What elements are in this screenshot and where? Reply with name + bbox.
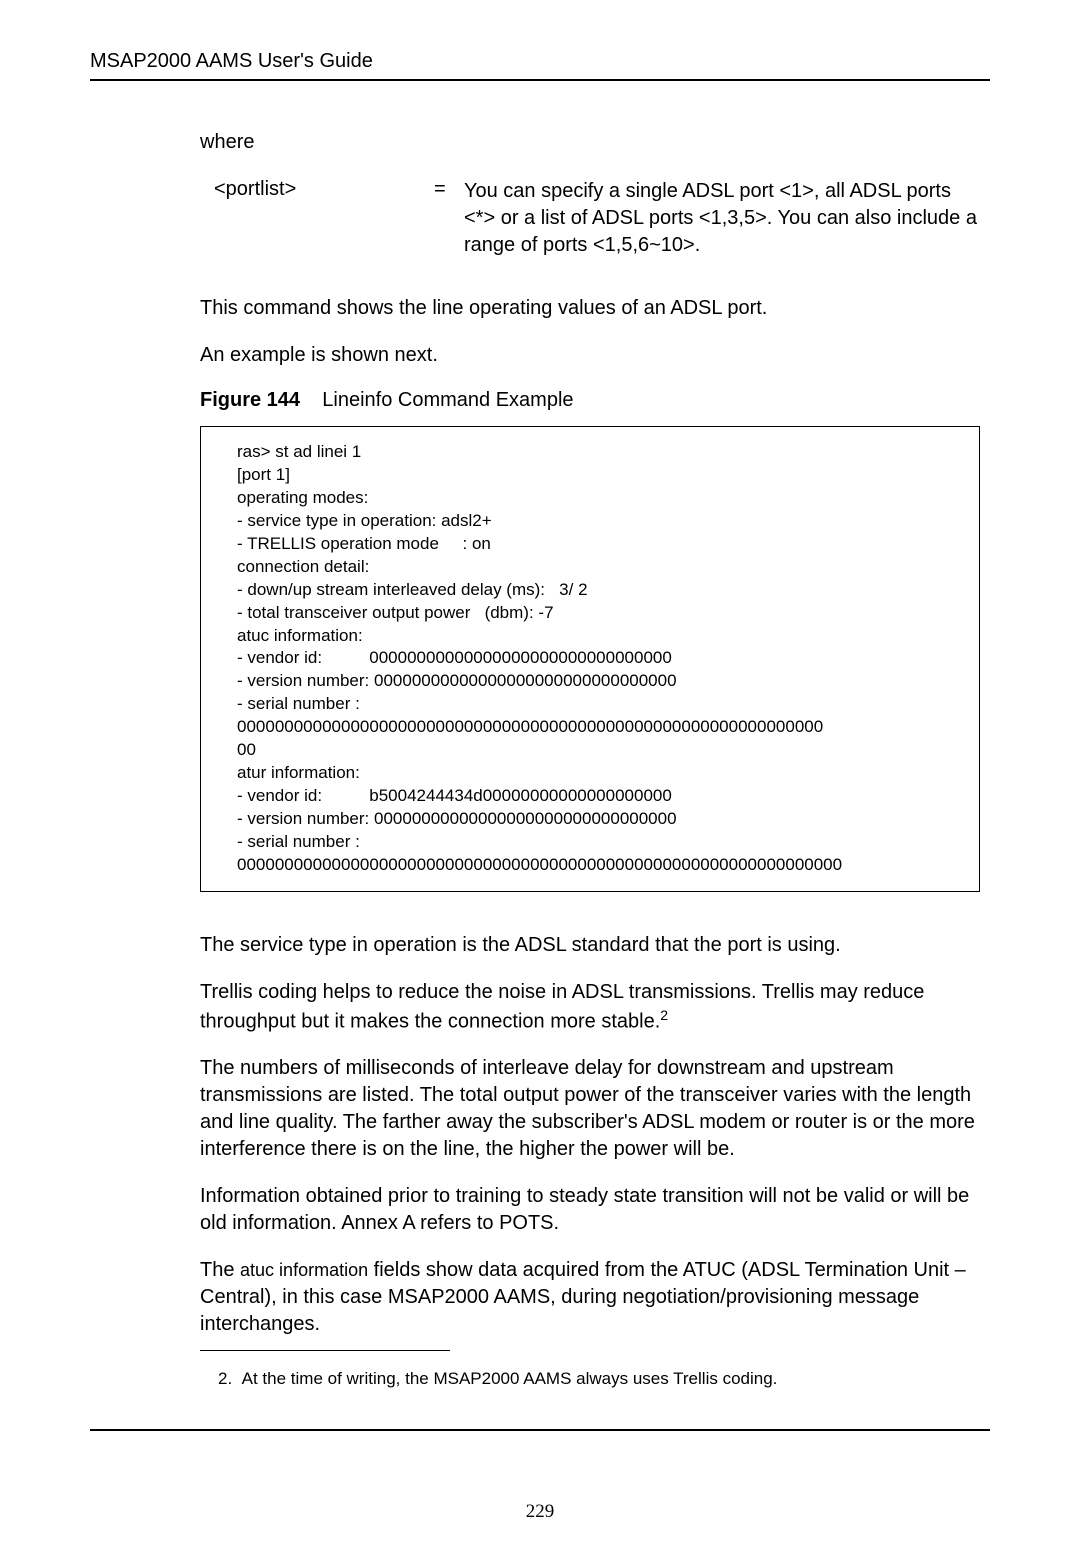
code-line: - version number: 0000000000000000000000… [237,808,955,831]
footnote-text: At the time of writing, the MSAP2000 AAM… [242,1369,778,1388]
code-line: atuc information: [237,625,955,648]
code-line: - TRELLIS operation mode : on [237,533,955,556]
code-line: - version number: 0000000000000000000000… [237,670,955,693]
code-line: - serial number : [237,831,955,854]
code-line: [port 1] [237,464,955,487]
figure-label: Figure 144 [200,389,300,411]
paragraph: The atuc information fields show data ac… [200,1257,980,1338]
code-line: - total transceiver output power (dbm): … [237,602,955,625]
inline-code: atuc information [240,1260,368,1280]
paragraph: Information obtained prior to training t… [200,1183,980,1237]
paragraph: Trellis coding helps to reduce the noise… [200,979,980,1036]
param-description: You can specify a single ADSL port <1>, … [464,178,980,259]
footnote-ref: 2 [660,1007,668,1023]
code-line: - service type in operation: adsl2+ [237,510,955,533]
figure-caption: Figure 144 Lineinfo Command Example [200,389,980,412]
header-title: MSAP2000 AAMS User's Guide [90,50,990,73]
code-line: 00 [237,739,955,762]
code-line: atur information: [237,762,955,785]
figure-title: Lineinfo Command Example [322,389,573,411]
paragraph: An example is shown next. [200,342,980,369]
footnote-rule [200,1350,450,1351]
paragraph: The service type in operation is the ADS… [200,932,980,959]
code-line: operating modes: [237,487,955,510]
code-line: - vendor id: 000000000000000000000000000… [237,647,955,670]
code-line: - serial number : [237,693,955,716]
code-line: ras> st ad linei 1 [237,441,955,464]
code-line: - vendor id: b5004244434d000000000000000… [237,785,955,808]
param-equals: = [434,178,464,201]
where-label: where [200,131,980,154]
code-line: - down/up stream interleaved delay (ms):… [237,579,955,602]
paragraph-text: The [200,1259,240,1281]
paragraph: This command shows the line operating va… [200,295,980,322]
paragraph: The numbers of milliseconds of interleav… [200,1055,980,1163]
header-rule [90,79,990,81]
footer-rule [90,1429,990,1431]
paragraph-text: Trellis coding helps to reduce the noise… [200,981,924,1033]
param-name: <portlist> [200,178,434,201]
page-container: MSAP2000 AAMS User's Guide where <portli… [0,0,1080,1563]
code-line: connection detail: [237,556,955,579]
code-line: 0000000000000000000000000000000000000000… [237,854,955,877]
content-area: where <portlist> = You can specify a sin… [200,131,980,1389]
param-row: <portlist> = You can specify a single AD… [200,178,980,259]
code-example-box: ras> st ad linei 1[port 1]operating mode… [200,426,980,892]
page-number: 229 [90,1501,990,1523]
code-line: 0000000000000000000000000000000000000000… [237,716,955,739]
footnote-number: 2. [218,1369,232,1388]
footnote: 2. At the time of writing, the MSAP2000 … [200,1369,980,1389]
